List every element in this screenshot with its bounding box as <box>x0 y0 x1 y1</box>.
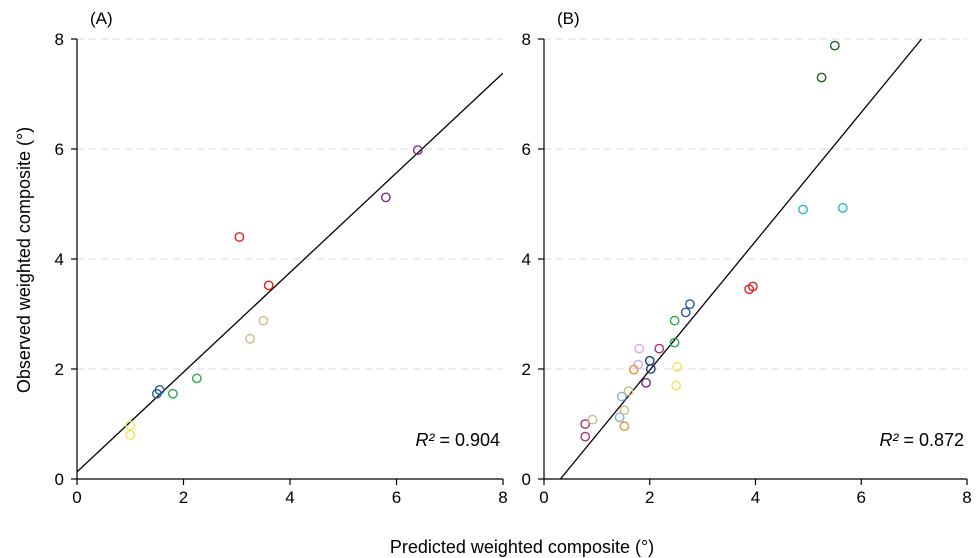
data-point <box>587 414 598 425</box>
data-point <box>816 72 827 83</box>
data-point <box>747 281 758 292</box>
y-tick-label: 8 <box>522 30 531 49</box>
r-squared-annotation: R² = 0.904 <box>415 430 500 450</box>
x-tick-label: 2 <box>645 488 654 507</box>
data-point <box>234 232 245 242</box>
panel-a: 0 2 4 6 8 0 2 4 6 8 (A) R² = 0.904 <box>55 9 508 507</box>
y-tick-label: 2 <box>55 360 64 379</box>
data-point <box>258 315 269 326</box>
y-tick-label: 0 <box>55 470 64 489</box>
data-point <box>614 412 625 423</box>
data-point <box>641 377 651 388</box>
x-tick-label: 8 <box>498 488 507 507</box>
x-tick-label: 6 <box>857 488 866 507</box>
x-tick-label: 8 <box>962 488 971 507</box>
data-point <box>125 420 136 431</box>
data-point <box>634 343 645 354</box>
data-point <box>645 364 656 374</box>
data-point <box>671 380 682 391</box>
data-point <box>829 40 840 51</box>
data-point <box>619 405 630 416</box>
y-tick-label: 4 <box>55 250 64 269</box>
data-point <box>798 204 808 215</box>
regression-line <box>559 38 923 479</box>
data-point <box>837 202 848 213</box>
panel-b: 0 2 4 6 8 0 2 4 6 8 (B) R² = 0.872 <box>522 9 972 507</box>
data-point <box>154 384 165 395</box>
y-tick-label: 4 <box>522 250 531 269</box>
y-tick-label: 8 <box>55 30 64 49</box>
data-point <box>619 421 630 432</box>
y-tick-label: 6 <box>522 140 531 159</box>
data-point <box>669 315 680 326</box>
regression-line <box>77 72 503 473</box>
y-tick-label: 6 <box>55 140 64 159</box>
data-point <box>580 431 591 442</box>
data-point <box>125 430 136 440</box>
x-axis-title: Predicted weighted composite (°) <box>390 537 654 557</box>
data-point <box>167 388 178 399</box>
data-point <box>412 145 423 156</box>
x-tick-label: 4 <box>285 488 294 507</box>
data-point <box>672 361 683 372</box>
data-point <box>380 192 391 203</box>
x-tick-label: 2 <box>179 488 188 507</box>
data-point <box>263 280 274 291</box>
data-point <box>580 419 591 429</box>
data-point <box>623 386 634 396</box>
data-point <box>654 343 665 354</box>
x-tick-label: 4 <box>751 488 760 507</box>
x-tick-label: 0 <box>539 488 548 507</box>
panel-label: (A) <box>90 9 113 28</box>
data-point <box>191 373 202 384</box>
data-point <box>669 337 680 348</box>
x-tick-label: 0 <box>72 488 81 507</box>
x-tick-label: 6 <box>392 488 401 507</box>
y-axis-title: Observed weighted composite (°) <box>14 127 34 393</box>
data-point <box>680 307 691 318</box>
data-point <box>616 391 627 402</box>
y-tick-label: 2 <box>522 360 531 379</box>
data-point <box>633 359 644 370</box>
r-squared-annotation: R² = 0.872 <box>879 430 964 450</box>
data-point <box>685 299 695 309</box>
data-point <box>644 355 655 366</box>
data-point <box>245 333 255 344</box>
panel-label: (B) <box>557 9 580 28</box>
y-tick-label: 0 <box>522 470 531 489</box>
